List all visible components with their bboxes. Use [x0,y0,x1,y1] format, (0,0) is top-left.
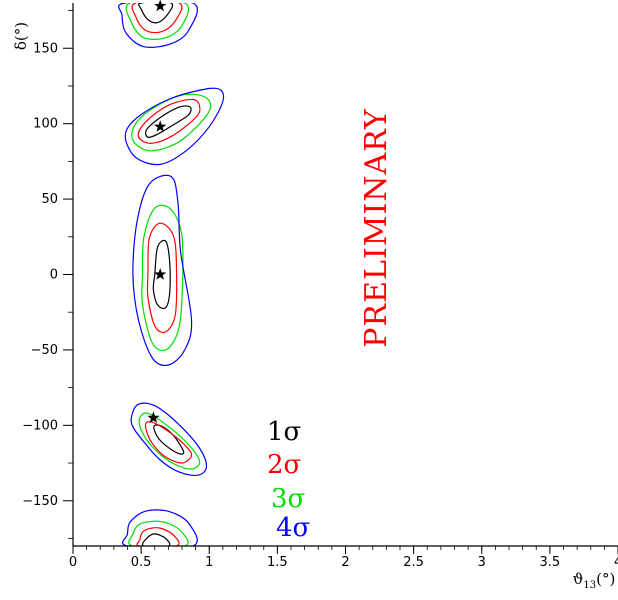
y-tick-label: −100 [22,418,58,433]
contour-middle-3sigma [141,204,184,352]
y-tick-label: −150 [22,494,58,509]
contour-middle-4sigma [132,174,193,367]
best-fit-star [154,0,167,12]
contour-bottom-4sigma [121,509,198,546]
best-fit-star [154,268,167,280]
contour-upper-2sigma [137,98,201,144]
contour-top-4sigma [118,3,198,48]
y-tick-label: 100 [33,117,58,132]
contour-bottom-2sigma [136,527,180,546]
contour-bottom-3sigma [128,520,189,546]
best-fit-star [147,411,160,424]
best-fit-markers [147,0,167,424]
contour-lower-2sigma [144,421,193,464]
contour-top-2sigma [131,3,183,34]
x-tick-label: 1.5 [267,555,288,570]
x-axis-label: ϑ13(°) [573,570,616,591]
contour-regions [118,3,225,546]
y-tick-label: 50 [41,192,58,207]
contour-middle-2sigma [146,222,178,334]
x-tick-label: 0.5 [131,555,152,570]
legend-entry-3sigma: 3σ [271,484,305,514]
best-fit-star [154,120,167,132]
contour-top-3sigma [125,3,190,40]
x-tick-label: 1 [205,555,213,570]
contour-middle-1sigma [152,239,171,310]
contour-upper-1sigma [145,105,192,138]
legend: 1σ 2σ 3σ 4σ [267,417,310,543]
legend-entry-4sigma: 4σ [276,513,310,543]
contour-bottom-1sigma [141,533,171,546]
contour-lower-4sigma [130,402,208,477]
x-tick-label: 2 [341,555,349,570]
x-tick-label: 2.5 [403,555,424,570]
contour-upper-4sigma [124,87,225,166]
y-tick-label: −50 [31,343,58,358]
y-axis-label: δ(°) [12,22,30,50]
contour-upper-3sigma [131,93,212,152]
x-tick-label: 3.5 [540,555,561,570]
x-tick-label: 3 [478,555,486,570]
contour-top-1sigma [138,3,174,24]
y-tick-label: 0 [50,268,58,283]
contour-lower-1sigma [153,424,185,455]
x-tick-label: 0 [69,555,77,570]
preliminary-watermark: PRELIMINARY [359,108,394,348]
legend-entry-2sigma: 2σ [267,450,301,480]
x-tick-label: 4 [614,555,618,570]
contour-layer [118,3,225,546]
tick-labels: 0 0.5 1 1.5 2 2.5 3 3.5 4 150 100 50 0 −50 −100 −150 [22,41,618,570]
legend-entry-1sigma: 1σ [267,417,301,447]
y-tick-label: 150 [33,41,58,56]
tick-layer [63,10,618,554]
